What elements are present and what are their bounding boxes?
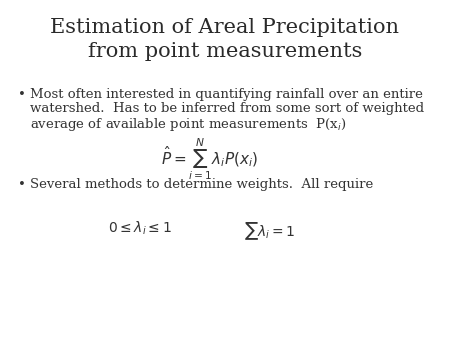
Text: Most often interested in quantifying rainfall over an entire: Most often interested in quantifying rai… xyxy=(30,88,423,101)
Text: average of available point measurements  P(x$_i$): average of available point measurements … xyxy=(30,116,346,133)
Text: $\sum \lambda_i = 1$: $\sum \lambda_i = 1$ xyxy=(244,220,296,242)
Text: •: • xyxy=(18,88,26,101)
Text: Estimation of Areal Precipitation: Estimation of Areal Precipitation xyxy=(50,18,400,37)
Text: from point measurements: from point measurements xyxy=(88,42,362,61)
Text: $0 \leq \lambda_i \leq 1$: $0 \leq \lambda_i \leq 1$ xyxy=(108,220,172,237)
Text: $\hat{P} = \sum_{i=1}^{N} \lambda_i P(x_i)$: $\hat{P} = \sum_{i=1}^{N} \lambda_i P(x_… xyxy=(161,136,259,182)
Text: •: • xyxy=(18,178,26,191)
Text: Several methods to determine weights.  All require: Several methods to determine weights. Al… xyxy=(30,178,373,191)
Text: watershed.  Has to be inferred from some sort of weighted: watershed. Has to be inferred from some … xyxy=(30,102,424,115)
